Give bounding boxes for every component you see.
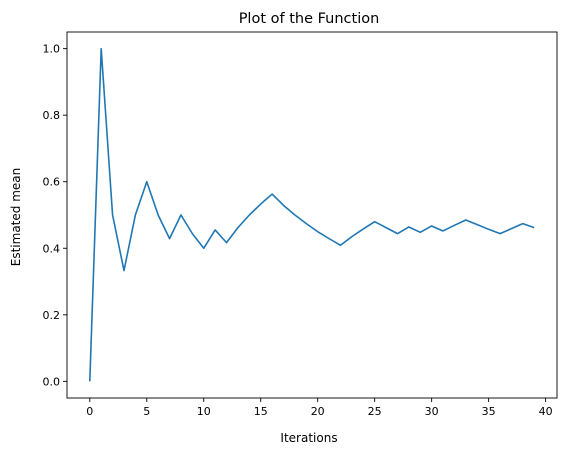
- y-tick-label: 0.2: [43, 309, 61, 322]
- plot-frame: [66, 31, 558, 399]
- axes: 0 5 10 15 20 25 30 35 40 0.0 0.2 0.4 0.6 0.8 1.0: [43, 31, 558, 418]
- x-tick-label: 0: [86, 405, 93, 418]
- series-line-0: [88, 47, 535, 382]
- y-axis-label: Estimated mean: [9, 168, 23, 266]
- x-tick-label: 35: [482, 405, 496, 418]
- plot-area: [88, 47, 535, 382]
- y-tick-label: 1.0: [43, 43, 61, 56]
- x-tick-label: 20: [311, 405, 325, 418]
- x-tick-label: 25: [368, 405, 382, 418]
- x-tick-label: 30: [425, 405, 439, 418]
- x-axis-label: Iterations: [280, 431, 337, 445]
- x-tick-label: 40: [539, 405, 553, 418]
- x-tick-label: 5: [143, 405, 150, 418]
- y-tick-label: 0.6: [43, 176, 61, 189]
- x-tick-label: 10: [197, 405, 211, 418]
- x-tick-label: 15: [254, 405, 268, 418]
- y-tick-label: 0.8: [43, 109, 61, 122]
- y-tick-label: 0.4: [43, 242, 61, 255]
- chart-title: Plot of the Function: [239, 11, 380, 27]
- y-tick-label: 0.0: [43, 375, 61, 388]
